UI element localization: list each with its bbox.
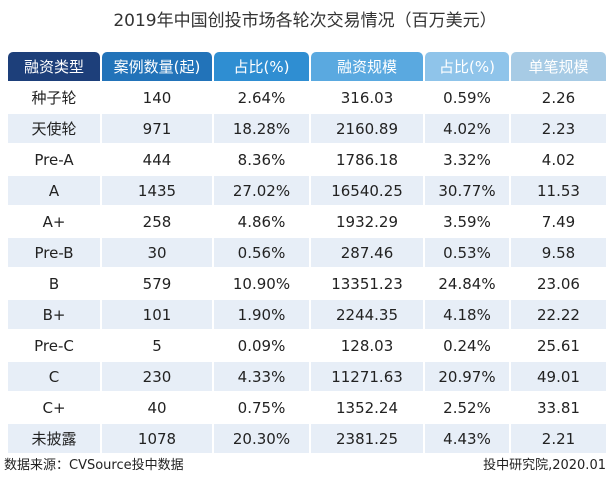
cell-financing-type: B+ bbox=[8, 300, 100, 329]
table-row: Pre-B 30 0.56% 287.46 0.53% 9.58 bbox=[8, 238, 606, 267]
cell-financing-type: Pre-C bbox=[8, 331, 100, 360]
cell-case-share: 20.30% bbox=[214, 424, 309, 453]
page-title: 2019年中国创投市场各轮次交易情况（百万美元） bbox=[113, 11, 497, 31]
cell-average-deal-size: 2.26 bbox=[511, 83, 606, 112]
round-transactions-table: 融资类型 案例数量(起) 占比(%) 融资规模 占比(%) 单笔规模 种子轮 14… bbox=[6, 50, 608, 455]
credit-note: 投中研究院,2020.01 bbox=[483, 458, 606, 473]
table-row: C 230 4.33% 11271.63 20.97% 49.01 bbox=[8, 362, 606, 391]
cell-amount-share: 2.52% bbox=[425, 393, 509, 422]
cell-average-deal-size: 11.53 bbox=[511, 176, 606, 205]
cell-financing-type: 未披露 bbox=[8, 424, 100, 453]
cell-case-count: 40 bbox=[102, 393, 212, 422]
cell-amount-share: 3.59% bbox=[425, 207, 509, 236]
cell-amount-share: 24.84% bbox=[425, 269, 509, 298]
cell-financing-amount: 16540.25 bbox=[311, 176, 423, 205]
cell-financing-amount: 1352.24 bbox=[311, 393, 423, 422]
cell-financing-amount: 13351.23 bbox=[311, 269, 423, 298]
cell-amount-share: 4.18% bbox=[425, 300, 509, 329]
cell-amount-share: 0.53% bbox=[425, 238, 509, 267]
cell-case-count: 971 bbox=[102, 114, 212, 143]
cell-case-count: 258 bbox=[102, 207, 212, 236]
cell-average-deal-size: 7.49 bbox=[511, 207, 606, 236]
header-financing-type: 融资类型 bbox=[8, 52, 100, 81]
cell-financing-amount: 316.03 bbox=[311, 83, 423, 112]
cell-amount-share: 4.43% bbox=[425, 424, 509, 453]
cell-case-count: 5 bbox=[102, 331, 212, 360]
cell-financing-amount: 2381.25 bbox=[311, 424, 423, 453]
cell-financing-type: A bbox=[8, 176, 100, 205]
cell-case-share: 0.56% bbox=[214, 238, 309, 267]
table-header-row: 融资类型 案例数量(起) 占比(%) 融资规模 占比(%) 单笔规模 bbox=[8, 52, 606, 81]
cell-average-deal-size: 22.22 bbox=[511, 300, 606, 329]
table-row: A+ 258 4.86% 1932.29 3.59% 7.49 bbox=[8, 207, 606, 236]
cell-financing-amount: 1932.29 bbox=[311, 207, 423, 236]
cell-case-share: 18.28% bbox=[214, 114, 309, 143]
footer: 数据来源：CVSource投中数据 投中研究院,2020.01 bbox=[4, 456, 606, 476]
cell-case-share: 0.75% bbox=[214, 393, 309, 422]
table-row: 未披露 1078 20.30% 2381.25 4.43% 2.21 bbox=[8, 424, 606, 453]
cell-financing-type: Pre-B bbox=[8, 238, 100, 267]
table-row: A 1435 27.02% 16540.25 30.77% 11.53 bbox=[8, 176, 606, 205]
table-row: B+ 101 1.90% 2244.35 4.18% 22.22 bbox=[8, 300, 606, 329]
cell-average-deal-size: 23.06 bbox=[511, 269, 606, 298]
cell-financing-amount: 287.46 bbox=[311, 238, 423, 267]
cell-case-count: 140 bbox=[102, 83, 212, 112]
cell-case-count: 579 bbox=[102, 269, 212, 298]
cell-case-count: 444 bbox=[102, 145, 212, 174]
cell-average-deal-size: 49.01 bbox=[511, 362, 606, 391]
cell-financing-amount: 11271.63 bbox=[311, 362, 423, 391]
cell-financing-type: A+ bbox=[8, 207, 100, 236]
cell-case-share: 8.36% bbox=[214, 145, 309, 174]
cell-average-deal-size: 4.02 bbox=[511, 145, 606, 174]
header-financing-amount: 融资规模 bbox=[311, 52, 423, 81]
cell-case-share: 10.90% bbox=[214, 269, 309, 298]
cell-financing-type: Pre-A bbox=[8, 145, 100, 174]
table-row: B 579 10.90% 13351.23 24.84% 23.06 bbox=[8, 269, 606, 298]
cell-financing-type: B bbox=[8, 269, 100, 298]
cell-average-deal-size: 25.61 bbox=[511, 331, 606, 360]
cell-average-deal-size: 33.81 bbox=[511, 393, 606, 422]
cell-financing-type: 天使轮 bbox=[8, 114, 100, 143]
header-amount-share: 占比(%) bbox=[425, 52, 509, 81]
cell-amount-share: 4.02% bbox=[425, 114, 509, 143]
header-average-deal-size: 单笔规模 bbox=[511, 52, 606, 81]
table-row: Pre-C 5 0.09% 128.03 0.24% 25.61 bbox=[8, 331, 606, 360]
cell-financing-type: 种子轮 bbox=[8, 83, 100, 112]
cell-case-share: 2.64% bbox=[214, 83, 309, 112]
cell-case-count: 30 bbox=[102, 238, 212, 267]
cell-amount-share: 0.24% bbox=[425, 331, 509, 360]
cell-amount-share: 20.97% bbox=[425, 362, 509, 391]
cell-case-count: 1078 bbox=[102, 424, 212, 453]
table-row: 种子轮 140 2.64% 316.03 0.59% 2.26 bbox=[8, 83, 606, 112]
header-case-share: 占比(%) bbox=[214, 52, 309, 81]
cell-case-count: 230 bbox=[102, 362, 212, 391]
table-row: Pre-A 444 8.36% 1786.18 3.32% 4.02 bbox=[8, 145, 606, 174]
cell-case-share: 27.02% bbox=[214, 176, 309, 205]
cell-financing-amount: 128.03 bbox=[311, 331, 423, 360]
cell-financing-amount: 1786.18 bbox=[311, 145, 423, 174]
cell-case-share: 0.09% bbox=[214, 331, 309, 360]
cell-amount-share: 30.77% bbox=[425, 176, 509, 205]
cell-case-share: 4.33% bbox=[214, 362, 309, 391]
cell-financing-amount: 2244.35 bbox=[311, 300, 423, 329]
cell-financing-type: C bbox=[8, 362, 100, 391]
cell-amount-share: 3.32% bbox=[425, 145, 509, 174]
cell-financing-type: C+ bbox=[8, 393, 100, 422]
cell-average-deal-size: 2.23 bbox=[511, 114, 606, 143]
cell-average-deal-size: 9.58 bbox=[511, 238, 606, 267]
cell-case-share: 1.90% bbox=[214, 300, 309, 329]
cell-case-count: 101 bbox=[102, 300, 212, 329]
cell-average-deal-size: 2.21 bbox=[511, 424, 606, 453]
header-case-count: 案例数量(起) bbox=[102, 52, 212, 81]
cell-case-share: 4.86% bbox=[214, 207, 309, 236]
table-row: 天使轮 971 18.28% 2160.89 4.02% 2.23 bbox=[8, 114, 606, 143]
cell-amount-share: 0.59% bbox=[425, 83, 509, 112]
cell-financing-amount: 2160.89 bbox=[311, 114, 423, 143]
table-row: C+ 40 0.75% 1352.24 2.52% 33.81 bbox=[8, 393, 606, 422]
cell-case-count: 1435 bbox=[102, 176, 212, 205]
data-source-note: 数据来源：CVSource投中数据 bbox=[4, 458, 184, 473]
